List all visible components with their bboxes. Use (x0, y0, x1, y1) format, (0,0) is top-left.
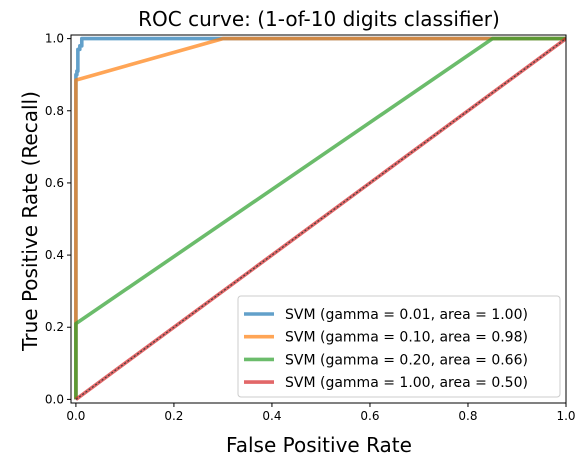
legend: SVM (gamma = 0.01, area = 1.00) SVM (gamm… (237, 295, 561, 398)
x-tick-label: 0.8 (458, 409, 477, 423)
x-tick-label: 0.2 (164, 409, 183, 423)
x-tick-label: 0.4 (262, 409, 281, 423)
diagonal-reference-line (75, 38, 566, 400)
legend-label-4: SVM (gamma = 1.00, area = 0.50) (285, 375, 528, 391)
axes: 0.0 0.2 0.4 0.6 0.8 1.0 0.0 0.2 0.4 0.6 0.8 1.0 (45, 32, 576, 423)
y-tick-label: 1.0 (45, 32, 64, 46)
y-tick-label: 0.6 (45, 176, 64, 190)
plot-frame (70, 34, 567, 404)
x-tick-label: 1.0 (556, 409, 575, 423)
plot-area (74, 36, 566, 401)
x-axis-label: False Positive Rate (226, 433, 412, 457)
legend-box (237, 295, 561, 398)
legend-label-3: SVM (gamma = 0.20, area = 0.66) (285, 352, 528, 368)
legend-label-1: SVM (gamma = 0.01, area = 1.00) (285, 307, 528, 323)
series-line-2 (74, 36, 566, 400)
x-tick-label: 0.0 (66, 409, 85, 423)
series-line-3 (74, 36, 566, 400)
y-axis-label: True Positive Rate (Recall) (18, 91, 42, 352)
y-tick-label: 0.4 (45, 248, 64, 262)
series-line-1 (74, 36, 566, 400)
y-tick-label: 0.0 (45, 392, 64, 406)
y-tick-label: 0.2 (45, 320, 64, 334)
y-tick-label: 0.8 (45, 104, 64, 118)
chart-title: ROC curve: (1-of-10 digits classifier) (138, 7, 500, 31)
x-tick-label: 0.6 (360, 409, 379, 423)
legend-label-2: SVM (gamma = 0.10, area = 0.98) (285, 330, 528, 346)
